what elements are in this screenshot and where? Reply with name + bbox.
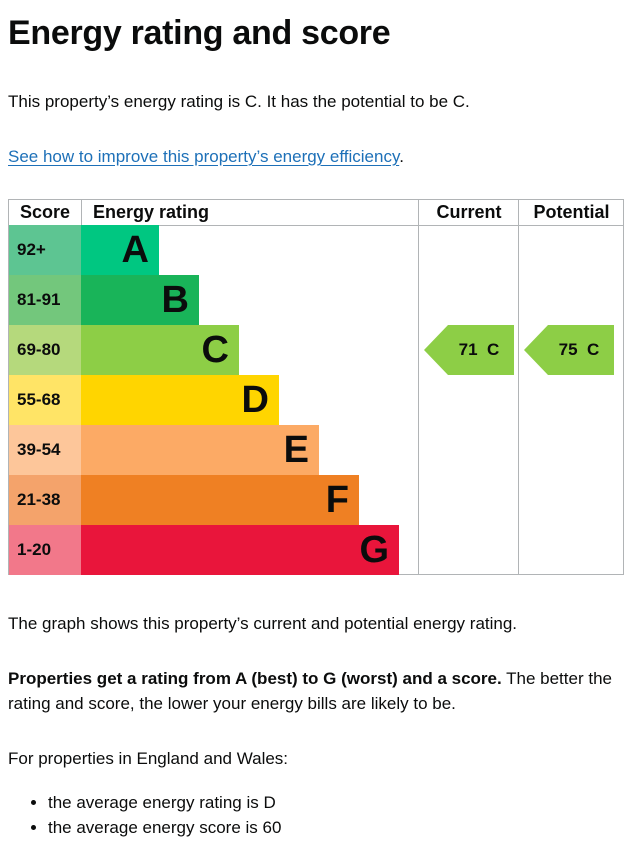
england-wales-text: For properties in England and Wales: (8, 749, 289, 768)
improve-link-suffix: . (399, 147, 404, 166)
potential-rating-arrow-shape (524, 325, 614, 375)
energy-rating-chart: Score Energy rating Current Potential 92… (8, 199, 624, 575)
current-column-divider (418, 200, 419, 574)
header-current: Current (436, 202, 502, 222)
score-range-e: 39-54 (9, 425, 81, 475)
rating-explanation: Properties get a rating from A (best) to… (8, 666, 626, 716)
list-item: the average energy rating is D (48, 790, 281, 815)
rating-intro: This property’s energy rating is C. It h… (8, 92, 470, 111)
current-rating-arrow-shape (424, 325, 514, 375)
score-range-a: 92+ (9, 225, 81, 275)
graph-caption: The graph shows this property’s current … (8, 614, 518, 633)
score-range-d: 55-68 (9, 375, 81, 425)
score-range-b: 81-91 (9, 275, 81, 325)
list-item: the average energy score is 60 (48, 815, 281, 840)
score-column-divider (81, 200, 82, 225)
current-rating-arrow-label: 71 C (458, 340, 500, 359)
rating-bar-f: F (81, 475, 359, 525)
rating-bar-d: D (81, 375, 279, 425)
header-potential: Potential (533, 202, 610, 222)
rating-bar-b: B (81, 275, 199, 325)
header-divider (9, 225, 623, 226)
potential-column-divider (518, 200, 519, 574)
header-energy-rating: Energy rating (93, 202, 210, 222)
score-range-f: 21-38 (9, 475, 81, 525)
rating-explanation-bold: Properties get a rating from A (best) to… (8, 669, 502, 688)
averages-list: the average energy rating is D the avera… (8, 790, 281, 840)
potential-rating-arrow: 75 C (524, 325, 614, 375)
rating-bar-a: A (81, 225, 159, 275)
improve-paragraph: See how to improve this property’s energ… (8, 144, 404, 169)
rating-bar-e: E (81, 425, 319, 475)
potential-rating-arrow-label: 75 C (558, 340, 600, 359)
improve-efficiency-link[interactable]: See how to improve this property’s energ… (8, 147, 400, 166)
current-rating-arrow: 71 C (424, 325, 514, 375)
score-range-g: 1-20 (9, 525, 81, 575)
rating-bar-g: G (81, 525, 399, 575)
rating-explanation-rest: The better the rating and score, the low… (8, 669, 612, 713)
page-title: Energy rating and score (8, 14, 391, 52)
score-range-c: 69-80 (9, 325, 81, 375)
rating-bar-c: C (81, 325, 239, 375)
header-score: Score (19, 202, 71, 222)
